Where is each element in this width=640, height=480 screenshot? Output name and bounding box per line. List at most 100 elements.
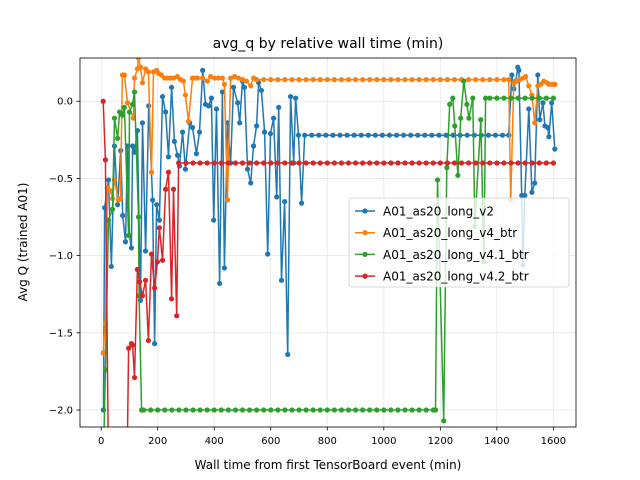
data-point xyxy=(183,160,189,166)
data-point xyxy=(114,135,121,141)
data-point xyxy=(526,106,532,112)
data-point xyxy=(552,81,558,87)
data-point xyxy=(344,132,350,138)
data-point xyxy=(501,160,507,166)
data-point xyxy=(145,337,151,344)
data-point xyxy=(114,202,121,208)
data-point xyxy=(473,77,479,83)
data-point xyxy=(105,177,112,183)
data-point xyxy=(492,132,499,138)
data-point xyxy=(381,160,387,166)
data-point xyxy=(109,206,116,212)
data-point xyxy=(150,197,156,203)
data-point xyxy=(239,160,246,166)
data-point xyxy=(126,345,132,351)
x-tick-label: 600 xyxy=(261,436,280,447)
data-point xyxy=(546,134,552,140)
data-point xyxy=(416,160,422,166)
data-point xyxy=(310,407,316,413)
data-point xyxy=(282,407,288,413)
data-point xyxy=(317,407,323,413)
data-point xyxy=(501,77,507,83)
legend-swatch-marker xyxy=(362,273,368,279)
x-tick-label: 200 xyxy=(148,436,167,447)
y-tick-label: −2.0 xyxy=(49,406,73,417)
data-point xyxy=(224,197,231,203)
data-point xyxy=(358,132,364,138)
data-point xyxy=(487,77,493,83)
data-point xyxy=(289,407,295,413)
data-point xyxy=(367,407,373,413)
data-point xyxy=(228,75,234,81)
data-point xyxy=(231,73,238,80)
data-point xyxy=(289,77,295,83)
data-point xyxy=(200,75,206,81)
data-point xyxy=(543,95,549,101)
legend-swatch-marker xyxy=(362,251,368,257)
data-point xyxy=(464,101,470,107)
data-point xyxy=(360,77,366,83)
data-point xyxy=(535,72,541,78)
data-point xyxy=(372,132,378,138)
data-point xyxy=(128,245,135,251)
data-point xyxy=(508,95,514,101)
data-point xyxy=(243,78,250,84)
data-point xyxy=(522,160,528,166)
data-point xyxy=(338,77,345,83)
data-point xyxy=(434,177,441,183)
data-point xyxy=(168,84,175,90)
data-point xyxy=(482,95,489,101)
data-point xyxy=(282,198,288,205)
legend-label: A01_as20_long_v2 xyxy=(383,205,494,219)
data-point xyxy=(416,77,422,83)
data-point xyxy=(478,117,484,123)
data-point xyxy=(295,132,302,138)
data-point xyxy=(303,77,309,83)
data-point xyxy=(422,132,428,138)
data-point xyxy=(470,95,476,101)
data-point xyxy=(239,77,246,83)
data-point xyxy=(239,407,246,413)
data-point xyxy=(298,200,305,206)
data-point xyxy=(365,132,371,138)
data-point xyxy=(276,104,282,111)
data-point xyxy=(135,214,142,220)
data-point xyxy=(331,77,337,83)
data-point xyxy=(529,160,535,166)
legend-label: A01_as20_long_v4.1_btr xyxy=(383,248,529,262)
data-point xyxy=(268,407,274,413)
data-point xyxy=(386,132,393,138)
data-point xyxy=(254,407,260,413)
data-point xyxy=(117,195,124,202)
data-point xyxy=(213,106,220,112)
data-point xyxy=(464,132,470,138)
data-point xyxy=(268,77,274,83)
data-point xyxy=(499,132,506,138)
data-point xyxy=(254,77,260,83)
data-point xyxy=(374,160,380,166)
y-tick-label: −0.5 xyxy=(49,174,73,185)
series-A01_as20_long_v4.1_btr xyxy=(102,78,556,427)
data-point xyxy=(140,407,147,413)
data-point xyxy=(189,124,196,131)
data-point xyxy=(129,342,136,348)
data-point xyxy=(137,64,144,70)
x-tick-label: 1400 xyxy=(484,436,509,447)
data-point xyxy=(323,132,329,138)
data-point xyxy=(374,407,380,413)
data-point xyxy=(217,280,223,287)
data-point xyxy=(139,120,146,126)
data-point xyxy=(170,75,177,81)
data-point xyxy=(316,132,322,138)
data-point xyxy=(190,160,196,166)
data-point xyxy=(352,160,359,166)
data-point xyxy=(324,160,330,166)
data-point xyxy=(154,259,161,265)
data-point xyxy=(148,169,155,175)
data-point xyxy=(529,95,535,101)
data-point xyxy=(536,95,542,101)
data-point xyxy=(131,75,138,81)
data-point xyxy=(345,407,352,413)
data-point xyxy=(155,407,161,413)
x-axis-label: Wall time from first TensorBoard event (… xyxy=(195,458,462,472)
